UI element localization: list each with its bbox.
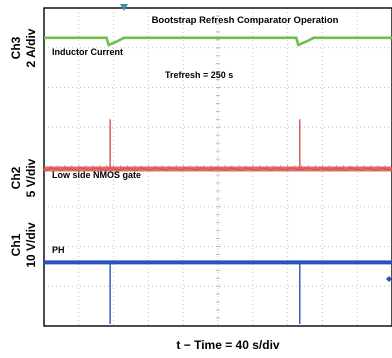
ch1-name: Ch1	[9, 233, 23, 256]
ch3-name: Ch3	[9, 36, 23, 59]
series-label-low-side-nmos-gate: Low side NMOS gate	[52, 170, 141, 180]
cursor-diamond-icon	[386, 276, 392, 282]
series-label-ph: PH	[52, 245, 65, 255]
trace-ch3-inductor-current	[44, 36, 392, 47]
ch2-scale: 5 V/div	[24, 158, 38, 197]
trefresh-annotation: Trefresh = 250 s	[165, 70, 233, 80]
chart-title: Bootstrap Refresh Comparator Operation	[152, 15, 339, 26]
waveform-traces	[43, 36, 392, 325]
series-label-inductor-current: Inductor Current	[52, 47, 123, 57]
x-axis-label: t − Time = 40 s/div	[176, 338, 279, 352]
trigger-marker-icon	[120, 4, 129, 11]
ch2-name: Ch2	[9, 166, 23, 189]
trace-ch2-low-side-nmos-gate	[43, 167, 392, 171]
ch3-scale: 2 A/div	[24, 28, 38, 67]
ch1-scale: 10 V/div	[24, 222, 38, 268]
